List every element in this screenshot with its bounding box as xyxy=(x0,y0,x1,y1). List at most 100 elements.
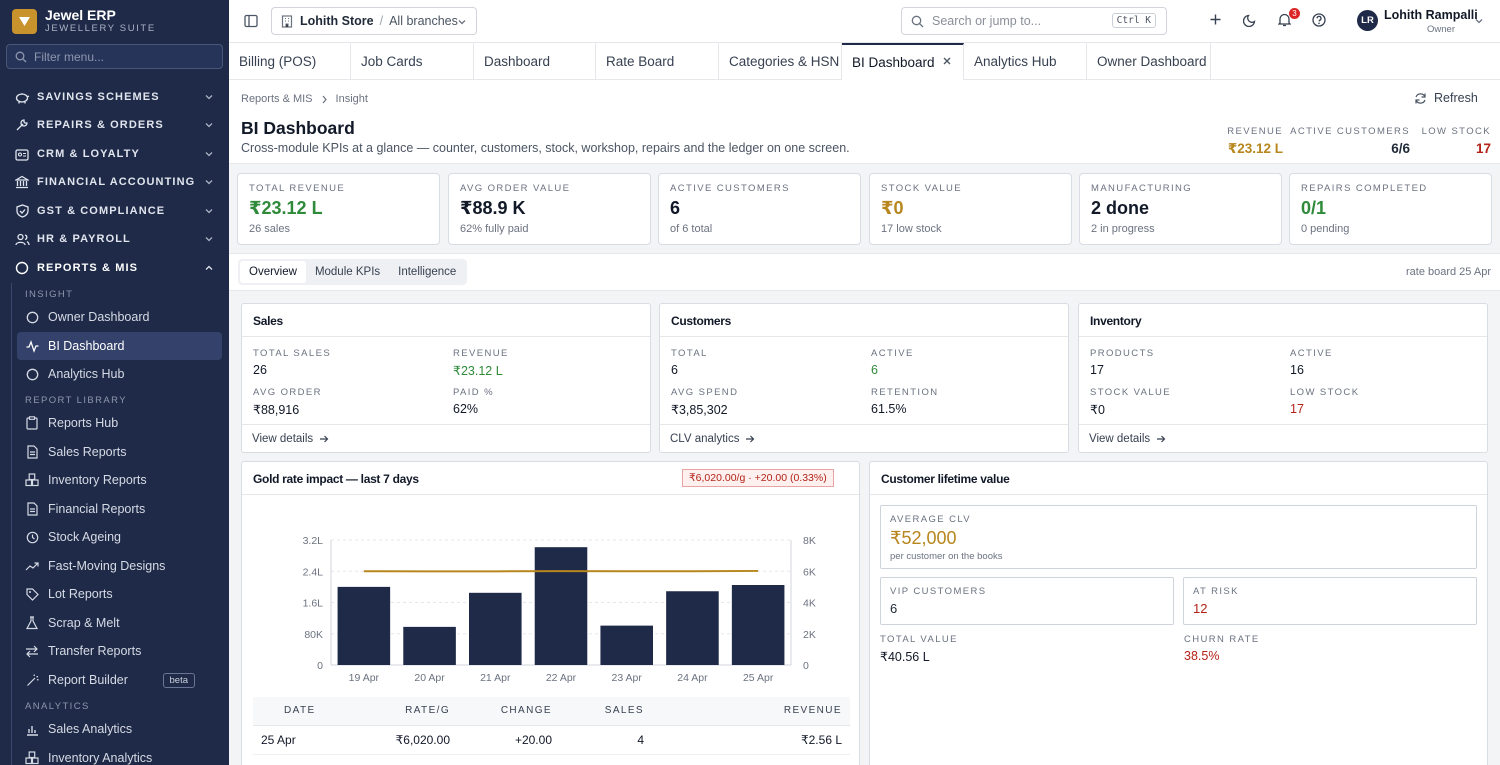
tab-owner-dashboard[interactable]: Owner Dashboard xyxy=(1087,43,1211,79)
stat-active-customers: ACTIVE 6 xyxy=(871,348,914,377)
sidebar-item-inventory-analytics[interactable]: Inventory Analytics xyxy=(17,744,222,765)
cell-revenue: ₹2.56 L xyxy=(644,725,850,755)
store-switcher[interactable]: Lohith Store / All branches xyxy=(271,7,477,35)
tab-overview[interactable]: Overview xyxy=(240,261,306,283)
kpi-value: 0/1 xyxy=(1301,198,1327,218)
tab-job-cards[interactable]: Job Cards xyxy=(351,43,474,79)
col-rate: RATE/G xyxy=(343,697,450,726)
kpi-avg-order-value[interactable]: AVG ORDER VALUE ₹88.9 K 62% fully paid xyxy=(448,173,651,245)
tab-rate-board[interactable]: Rate Board xyxy=(596,43,719,79)
sidebar-item-lot-reports[interactable]: Lot Reports xyxy=(17,580,222,608)
kpi-active-customers[interactable]: ACTIVE CUSTOMERS 6 of 6 total xyxy=(658,173,861,245)
main-content: Reports & MIS Insight Refresh BI Dashboa… xyxy=(229,80,1500,765)
revenue-bar xyxy=(731,585,785,665)
tab-analytics-hub[interactable]: Analytics Hub xyxy=(964,43,1087,79)
sidebar-item-scrap-melt[interactable]: Scrap & Melt xyxy=(17,609,222,637)
y-right-tick-label: 4K xyxy=(803,598,816,610)
nav-section-financial-accounting[interactable]: FINANCIAL ACCOUNTING xyxy=(14,172,220,192)
kpi-sub: of 6 total xyxy=(670,223,713,235)
kpi-total-revenue[interactable]: TOTAL REVENUE ₹23.12 L 26 sales xyxy=(237,173,440,245)
brand[interactable]: Jewel ERP JEWELLERY SUITE xyxy=(0,0,229,42)
moon-icon[interactable] xyxy=(1243,13,1257,27)
tab-dashboard[interactable]: Dashboard xyxy=(474,43,596,79)
arrow-right-icon xyxy=(746,435,755,442)
breadcrumb-parent[interactable]: Reports & MIS xyxy=(241,93,313,105)
sidebar-item-bi-dashboard[interactable]: BI Dashboard xyxy=(17,332,222,360)
stat-value: ₹40.56 L xyxy=(880,650,930,664)
help-icon[interactable] xyxy=(1312,13,1326,27)
tab-module-kpis[interactable]: Module KPIs xyxy=(314,266,381,278)
avatar[interactable]: LR xyxy=(1357,10,1378,31)
kpi-value: ₹0 xyxy=(881,198,904,218)
sidebar-item-reports-hub[interactable]: Reports Hub xyxy=(17,409,222,437)
clv-analytics-link[interactable]: CLV analytics xyxy=(660,424,1068,452)
filter-menu-field[interactable] xyxy=(6,44,223,69)
clipboard-icon xyxy=(25,416,39,430)
nav-section-savings-schemes[interactable]: SAVINGS SCHEMES xyxy=(14,87,220,107)
sidebar: Jewel ERP JEWELLERY SUITE SAVINGS SCHEME… xyxy=(0,0,229,765)
filter-menu-input[interactable] xyxy=(34,49,204,64)
nav-section-label: CRM & LOYALTY xyxy=(37,148,140,160)
sidebar-item-stock-ageing[interactable]: Stock Ageing xyxy=(17,523,222,551)
beta-badge: beta xyxy=(162,672,195,688)
nav-section-hr-payroll[interactable]: HR & PAYROLL xyxy=(14,229,220,249)
sidebar-item-owner-dashboard[interactable]: Owner Dashboard xyxy=(17,303,222,331)
stat-avg-order: AVG ORDER ₹88,916 xyxy=(253,387,322,417)
global-search[interactable]: Ctrl K xyxy=(901,7,1167,35)
tab-bi-dashboard[interactable]: BI Dashboard xyxy=(842,43,964,80)
search-icon xyxy=(911,15,924,27)
nav-section-repairs-orders[interactable]: REPAIRS & ORDERS xyxy=(14,115,220,135)
stat-value: 38.5% xyxy=(1184,649,1220,663)
table-row[interactable]: 25 Apr ₹6,020.00 +20.00 4 ₹2.56 L xyxy=(253,725,850,755)
shield-icon xyxy=(14,204,30,218)
chevron-up-icon xyxy=(205,265,213,270)
search-input[interactable] xyxy=(932,14,1132,28)
view-details-link[interactable]: View details xyxy=(242,424,650,452)
sidebar-item-inventory-reports[interactable]: Inventory Reports xyxy=(17,466,222,494)
tab-intelligence[interactable]: Intelligence xyxy=(398,266,457,278)
stat-label: STOCK VALUE xyxy=(1090,387,1172,398)
nav-group-analytics: ANALYTICS xyxy=(25,701,90,712)
piggy-bank-icon xyxy=(14,91,30,104)
tab-categories-hsn[interactable]: Categories & HSN xyxy=(719,43,842,79)
col-change: CHANGE xyxy=(450,697,552,726)
plus-icon[interactable] xyxy=(1209,13,1222,26)
kpi-repairs-completed[interactable]: REPAIRS COMPLETED 0/1 0 pending xyxy=(1289,173,1492,245)
nav-section-crm-loyalty[interactable]: CRM & LOYALTY xyxy=(14,144,220,164)
tab-billing-pos[interactable]: Billing (POS) xyxy=(229,43,351,79)
trending-up-icon xyxy=(25,561,39,571)
sidebar-item-transfer-reports[interactable]: Transfer Reports xyxy=(17,637,222,665)
stat-products: PRODUCTS 17 xyxy=(1090,348,1155,377)
gold-rate-chart: 0 80K 1.6L 2.4L 3.2L 0 2K 4K 6K 8K 19 Apr 20 Apr 21 … xyxy=(303,535,816,684)
sidebar-item-financial-reports[interactable]: Financial Reports xyxy=(17,495,222,523)
close-icon[interactable] xyxy=(942,56,952,66)
user-name[interactable]: Lohith Rampalli xyxy=(1384,8,1478,22)
revenue-bar xyxy=(666,591,719,665)
view-details-link[interactable]: View details xyxy=(1079,424,1487,452)
x-tick-label: 25 Apr xyxy=(743,672,774,684)
stat-label: AVG SPEND xyxy=(671,387,739,398)
sidebar-item-fast-moving-designs[interactable]: Fast-Moving Designs xyxy=(17,552,222,580)
open-tabs-bar: Billing (POS) Job Cards Dashboard Rate B… xyxy=(229,43,1500,80)
col-date: DATE xyxy=(253,697,343,726)
nav-section-reports-mis[interactable]: REPORTS & MIS xyxy=(14,258,220,278)
sidebar-item-report-builder[interactable]: Report Builder beta xyxy=(17,666,222,694)
sidebar-item-sales-reports[interactable]: Sales Reports xyxy=(17,438,222,466)
user-role: Owner xyxy=(1427,24,1455,35)
bell-icon[interactable] xyxy=(1278,13,1291,27)
nav-section-gst-compliance[interactable]: GST & COMPLIANCE xyxy=(14,201,220,221)
kpi-stock-value[interactable]: STOCK VALUE ₹0 17 low stock xyxy=(869,173,1072,245)
brand-subtitle: JEWELLERY SUITE xyxy=(45,22,156,34)
sidebar-item-label: Analytics Hub xyxy=(48,367,125,381)
link-label: View details xyxy=(252,432,314,445)
sidebar-item-analytics-hub[interactable]: Analytics Hub xyxy=(17,360,222,388)
sidebar-toggle-icon[interactable] xyxy=(244,14,258,28)
refresh-icon xyxy=(1415,92,1426,104)
refresh-button[interactable]: Refresh xyxy=(1414,91,1478,105)
sidebar-item-label: Lot Reports xyxy=(48,587,113,601)
chevron-down-icon[interactable] xyxy=(1474,16,1484,26)
id-card-icon xyxy=(14,148,30,161)
sidebar-item-sales-analytics[interactable]: Sales Analytics xyxy=(17,715,222,743)
kpi-manufacturing[interactable]: MANUFACTURING 2 done 2 in progress xyxy=(1079,173,1282,245)
stat-label: AVERAGE CLV xyxy=(890,514,972,525)
